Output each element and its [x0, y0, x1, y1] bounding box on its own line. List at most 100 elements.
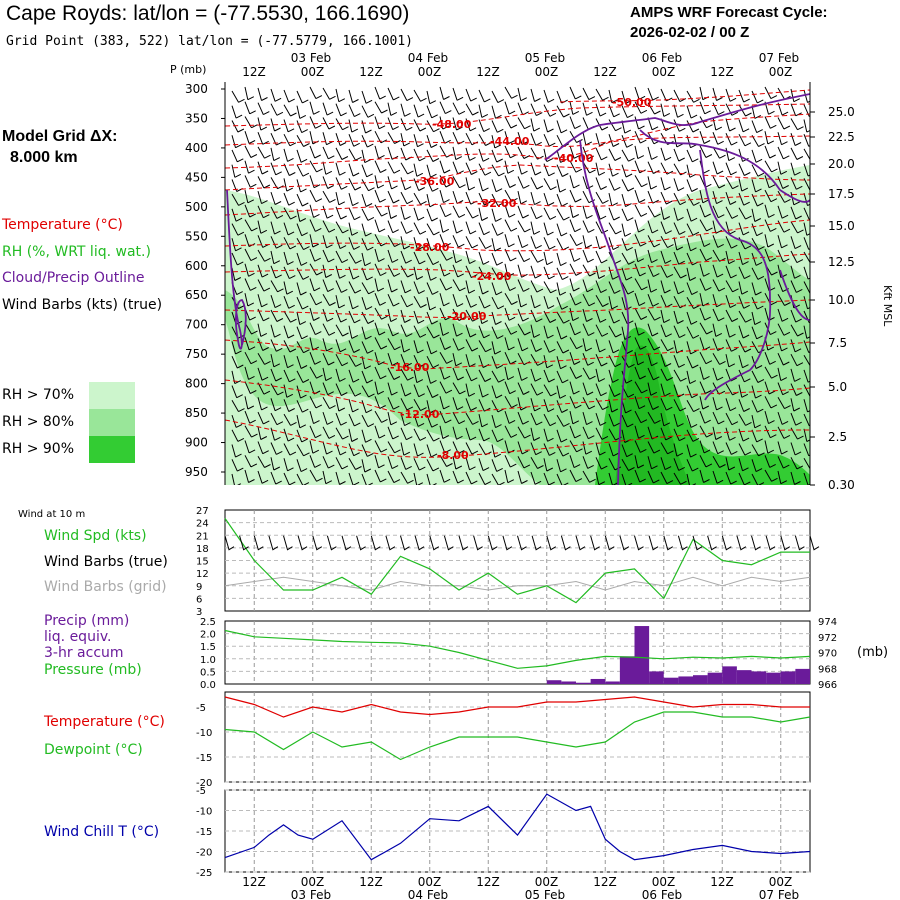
dewpoint-line — [224, 711, 811, 761]
height-tick-label: 22.5 — [828, 130, 855, 144]
legend-rh90: RH > 90% — [2, 441, 75, 457]
pressure-tick-label: 800 — [185, 377, 208, 391]
height-tick-label: 0.30 — [828, 478, 855, 492]
legend-wind-speed: Wind Spd (kts) — [44, 528, 147, 544]
date-label-bottom: 04 Feb — [408, 888, 448, 900]
model-grid-value: 8.000 km — [10, 149, 78, 166]
time-tick-label-bottom: 12Z — [476, 875, 500, 889]
height-tick-label: 2.5 — [828, 430, 847, 444]
time-tick-label-bottom: 12Z — [359, 875, 383, 889]
temp-contour-label: -44.00 — [490, 135, 530, 148]
pressure-tick-label: 700 — [185, 318, 208, 332]
cloud-outline-mid — [579, 139, 630, 485]
date-label-top: 06 Feb — [642, 51, 682, 65]
pressure-tick-label: 650 — [185, 288, 208, 302]
precip-tick-label: 0.5 — [200, 667, 216, 678]
cloud-outline-top — [544, 93, 810, 161]
legend-precip: Precip (mm) — [44, 613, 130, 629]
cross-wind-barbs — [231, 86, 810, 485]
page-title: Cape Royds: lat/lon = (-77.5530, 166.169… — [6, 2, 410, 25]
precip-tick-label: 0.0 — [200, 680, 216, 691]
pressure-tick-label: 850 — [185, 406, 208, 420]
temp-contour-0 — [559, 89, 810, 103]
legend-precip-accum: 3-hr accum — [44, 645, 124, 661]
precip-bar — [736, 670, 752, 684]
wind-barbs-true — [224, 535, 820, 551]
precip-tick-label: 2.0 — [200, 630, 216, 641]
wind-tick-label: 9 — [196, 582, 202, 593]
date-label-top: 07 Feb — [759, 51, 799, 65]
time-tick-label-bottom: 12Z — [242, 875, 266, 889]
pressure-tick-label: 350 — [185, 111, 208, 125]
legend-temp2: Temperature (°C) — [44, 714, 165, 730]
pressure-tick-label: 400 — [185, 141, 208, 155]
rh90-core — [615, 345, 690, 485]
height-tick-label: 25.0 — [828, 105, 855, 119]
time-tick-label-top: 12Z — [242, 65, 266, 79]
time-tick-label-bottom: 12Z — [710, 875, 734, 889]
time-tick-label-bottom: 00Z — [769, 875, 793, 889]
precip-tick-label: 1.0 — [200, 655, 216, 666]
pressure-tick-label: 300 — [185, 82, 208, 96]
precip-bar — [766, 672, 781, 684]
temperature-contours — [225, 89, 810, 458]
time-tick-label-bottom: 00Z — [301, 875, 325, 889]
temp-contour-label: -20.00 — [447, 310, 487, 323]
temp-contour-10 — [225, 379, 810, 416]
legend-temperature: Temperature (°C) — [2, 217, 123, 233]
temp-contour-label: -40.00 — [554, 152, 594, 165]
pressure-tick-label: 500 — [185, 200, 208, 214]
model-grid-label: Model Grid ΔX: 8.000 km — [2, 126, 118, 168]
legend-wind-barbs-grid: Wind Barbs (grid) — [44, 579, 167, 595]
model-grid-title: Model Grid ΔX: — [2, 128, 118, 145]
legend-rh: RH (%, WRT liq. wat.) — [2, 244, 151, 260]
wind-chill-line — [224, 793, 811, 861]
time-tick-label-top: 12Z — [359, 65, 383, 79]
pressure-tick-label: 966 — [818, 680, 837, 691]
height-axis-title: Kft MSL — [881, 285, 894, 327]
chill-tick-label: -5 — [196, 786, 206, 797]
wind-speed-line — [224, 518, 810, 604]
temp-contour-1 — [225, 103, 810, 127]
precip-bar — [751, 671, 767, 684]
date-label-top: 03 Feb — [291, 51, 331, 65]
time-tick-label-bottom: 00Z — [535, 875, 559, 889]
pressure-axis-title: P (mb) — [170, 63, 206, 76]
precip-tick-label: 1.5 — [200, 642, 216, 653]
wind-tick-label: 27 — [196, 506, 209, 517]
cross-barb-lines — [231, 86, 810, 485]
pressure-line — [224, 629, 811, 669]
wind-tick-label: 21 — [196, 531, 209, 542]
precip-bar — [707, 672, 723, 684]
legend-windchill: Wind Chill T (°C) — [44, 824, 160, 840]
chill-tick-label: -20 — [196, 848, 212, 859]
pressure-tick-label: 450 — [185, 170, 208, 184]
temp-contour-8 — [225, 299, 810, 318]
precip-tick-label: 2.5 — [200, 617, 216, 628]
wind-tick-label: 3 — [196, 607, 202, 618]
temp-contour-11 — [225, 419, 810, 458]
grid-point-subtitle: Grid Point (383, 522) lat/lon = (-77.577… — [6, 34, 413, 49]
height-tick-label: 5.0 — [828, 380, 847, 394]
date-label-bottom: 07 Feb — [759, 888, 799, 900]
temp-contour-label: -16.00 — [390, 361, 430, 374]
temp-tick-label: -10 — [196, 728, 212, 739]
precip-bar — [619, 656, 635, 684]
precip-bar — [795, 668, 810, 684]
pressure-tick-label: 750 — [185, 347, 208, 361]
temp-contour-label: -36.00 — [415, 175, 455, 188]
legend-cloud: Cloud/Precip Outline — [2, 270, 145, 286]
legend-dewpoint: Dewpoint (°C) — [44, 742, 143, 758]
precip-bar — [678, 676, 693, 684]
legend-precip-liq: liq. equiv. — [44, 629, 112, 645]
temp-contour-5 — [225, 193, 810, 216]
date-label-bottom: 06 Feb — [642, 888, 682, 900]
temp-contour-9 — [225, 339, 810, 370]
legend-rh80: RH > 80% — [2, 414, 75, 430]
temp-panel-frame — [224, 691, 811, 783]
date-label-top: 04 Feb — [408, 51, 448, 65]
legend-pressure: Pressure (mb) — [44, 662, 142, 678]
temp-tick-label: -20 — [196, 778, 212, 789]
temp-contour-7 — [225, 253, 810, 276]
chill-tick-label: -15 — [196, 827, 212, 838]
